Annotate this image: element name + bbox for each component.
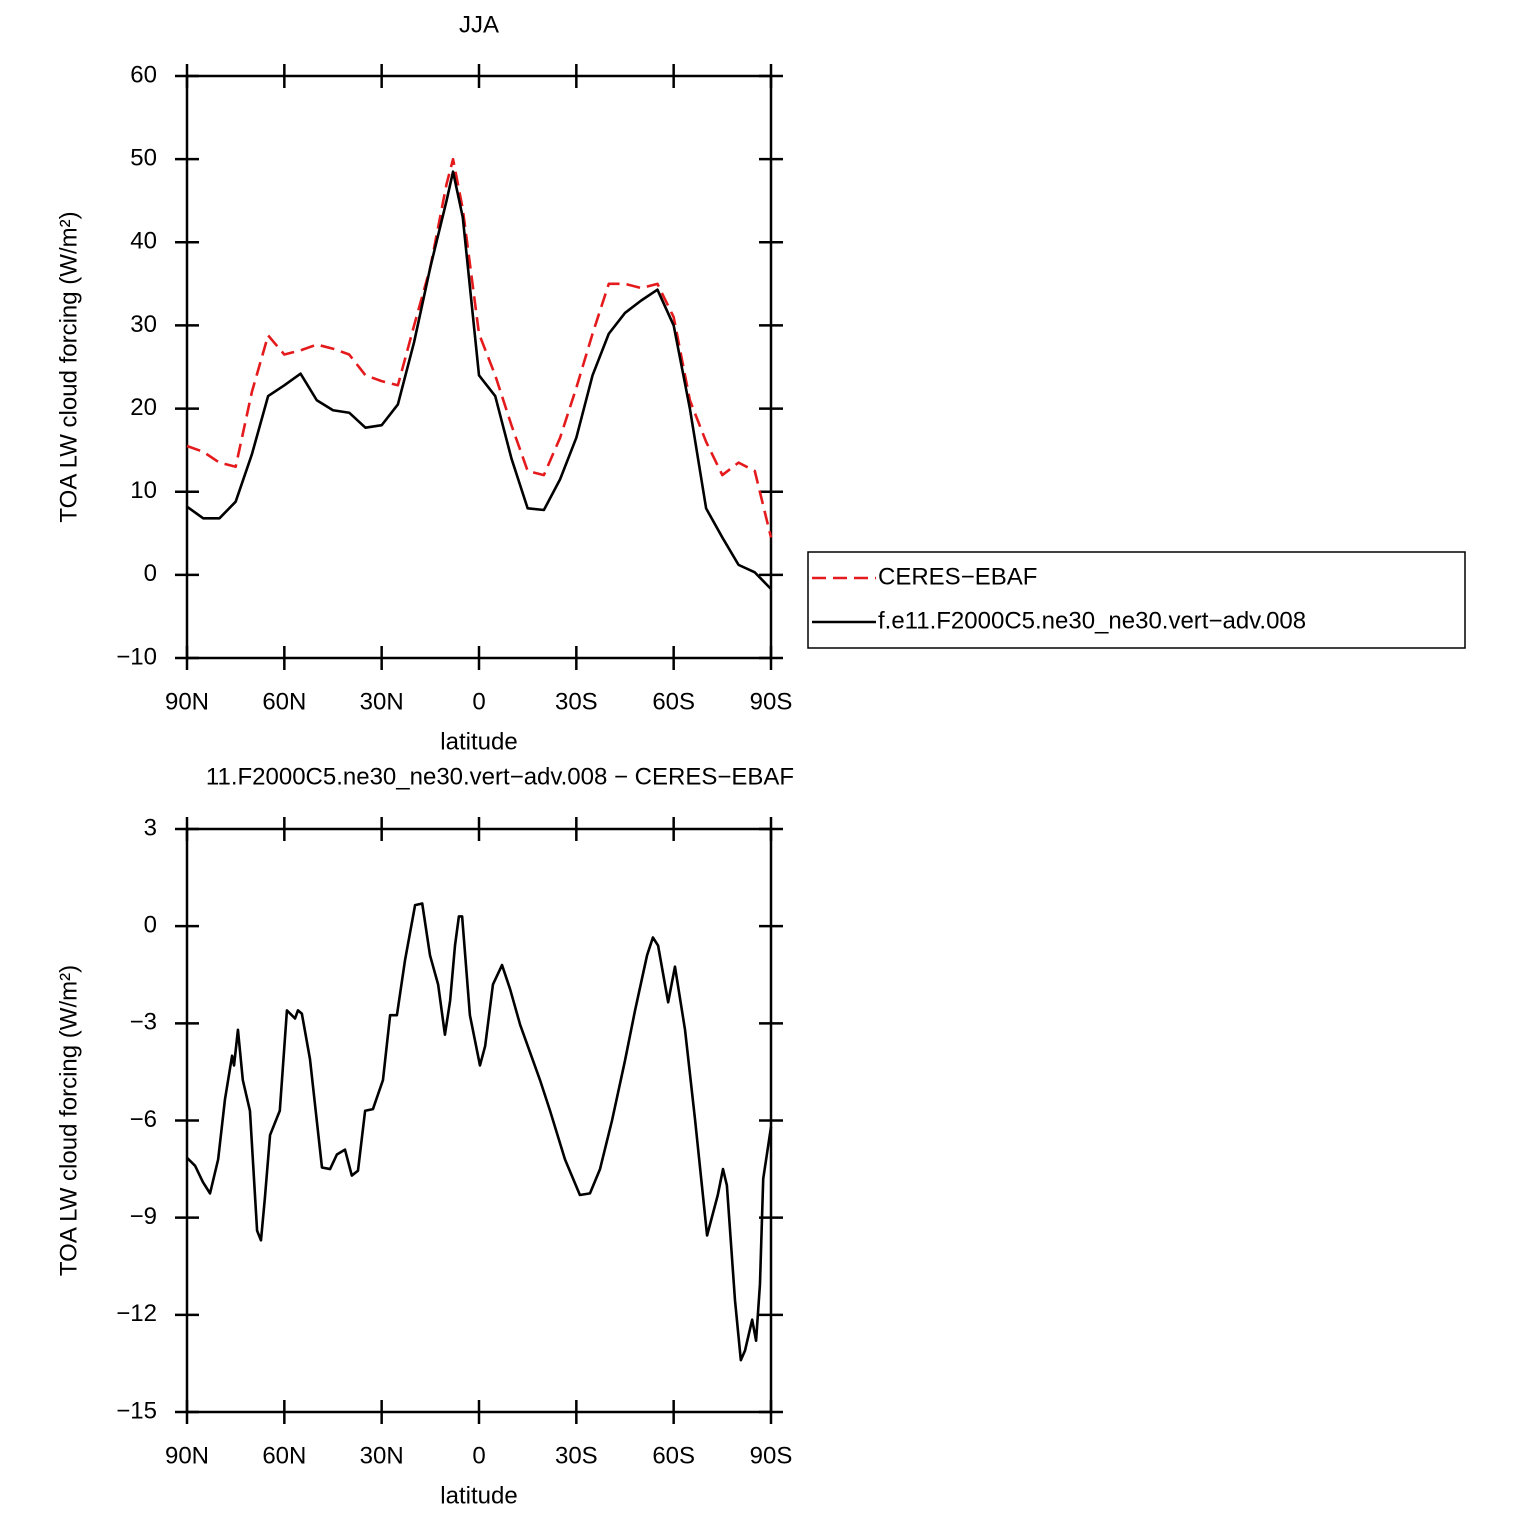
- x-tick-label: 60N: [262, 1442, 306, 1469]
- x-tick-label: 60N: [262, 688, 306, 715]
- x-tick-label: 90S: [750, 1442, 793, 1469]
- y-tick-label: 0: [144, 560, 157, 587]
- chart-title: JJA: [459, 11, 499, 38]
- legend-label: f.e11.F2000C5.ne30_ne30.vert−adv.008: [878, 607, 1306, 634]
- x-tick-label: 0: [472, 688, 485, 715]
- x-tick-label: 90S: [750, 688, 793, 715]
- x-tick-label: 90N: [165, 688, 209, 715]
- y-tick-label: −15: [116, 1397, 157, 1424]
- x-tick-label: 30S: [555, 1442, 598, 1469]
- x-tick-label: 60S: [652, 688, 695, 715]
- x-tick-label: 30S: [555, 688, 598, 715]
- y-tick-label: 0: [144, 912, 157, 939]
- y-tick-label: −12: [116, 1300, 157, 1327]
- y-axis-label: TOA LW cloud forcing (W/m²): [55, 211, 82, 522]
- data-line: [186, 902, 773, 1362]
- y-tick-label: −9: [130, 1203, 157, 1230]
- data-line: [186, 170, 772, 590]
- y-axis-label: TOA LW cloud forcing (W/m²): [55, 965, 82, 1276]
- x-tick-label: 30N: [360, 688, 404, 715]
- x-axis-label: latitude: [440, 1482, 517, 1509]
- y-tick-label: 10: [130, 477, 157, 504]
- x-tick-label: 90N: [165, 1442, 209, 1469]
- y-tick-label: −6: [130, 1106, 157, 1133]
- y-tick-label: 60: [130, 61, 157, 88]
- y-tick-label: 50: [130, 144, 157, 171]
- x-tick-label: 60S: [652, 1442, 695, 1469]
- x-tick-label: 30N: [360, 1442, 404, 1469]
- x-axis-label: latitude: [440, 728, 517, 755]
- legend-box: [807, 551, 1466, 649]
- y-tick-label: 40: [130, 228, 157, 255]
- y-tick-label: 20: [130, 394, 157, 421]
- y-tick-label: 3: [144, 814, 157, 841]
- y-tick-label: −10: [116, 643, 157, 670]
- data-line: [186, 157, 773, 538]
- x-tick-label: 0: [472, 1442, 485, 1469]
- chart-title: 11.F2000C5.ne30_ne30.vert−adv.008 − CERE…: [206, 763, 794, 790]
- legend-label: CERES−EBAF: [878, 563, 1037, 590]
- y-tick-label: −3: [130, 1009, 157, 1036]
- y-tick-label: 30: [130, 311, 157, 338]
